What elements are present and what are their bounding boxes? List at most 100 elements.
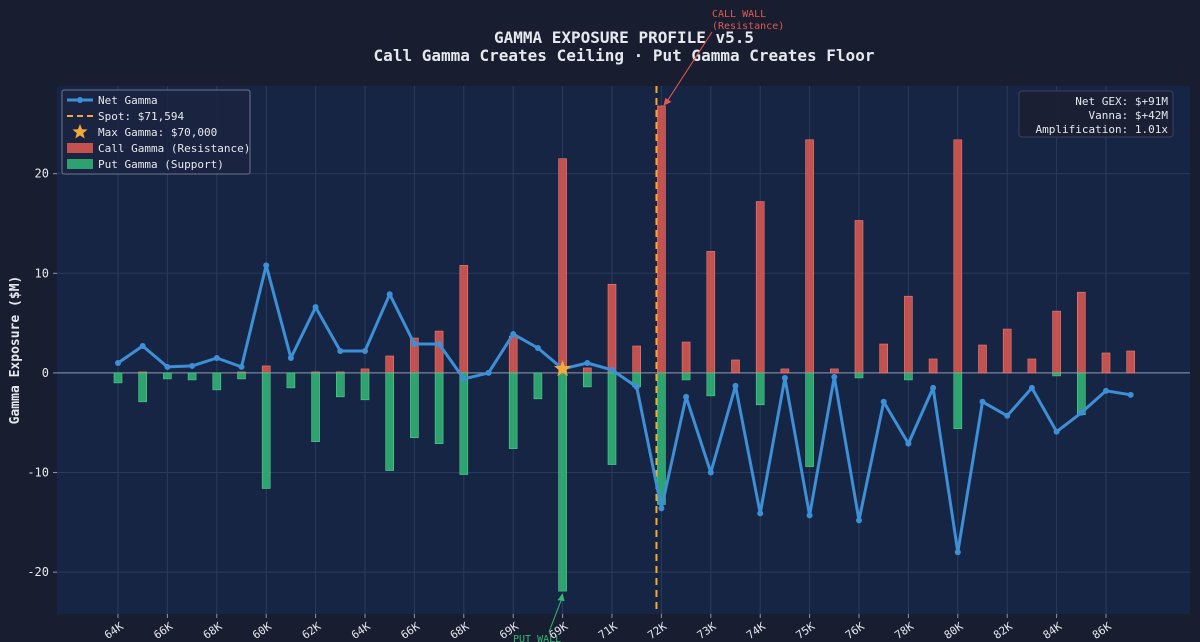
y-tick-label: 0 <box>42 366 49 380</box>
y-tick-label: -10 <box>27 466 49 480</box>
put-gamma-bar <box>212 372 222 391</box>
put-gamma-bar <box>335 372 345 398</box>
net-gamma-point <box>213 354 220 361</box>
stats-box-bg <box>1018 90 1174 138</box>
put-gamma-bar <box>434 372 444 444</box>
net-gamma-point <box>831 373 838 380</box>
put-gamma-bar <box>854 372 864 379</box>
call-gamma-bar <box>632 345 642 374</box>
legend-put-label: Put Gamma (Support) <box>98 158 224 171</box>
call-gamma-bar <box>978 344 987 374</box>
net-gamma-point <box>781 374 788 381</box>
legend-spot-label: Spot: $71,594 <box>98 110 184 123</box>
net-gamma-point <box>806 512 813 519</box>
net-gamma-point <box>411 341 418 348</box>
call-wall-annotation-sub: (Resistance) <box>712 21 784 32</box>
call-gamma-bar <box>385 355 395 374</box>
call-gamma-bar <box>829 368 839 374</box>
put-gamma-bar <box>187 372 197 381</box>
call-gamma-bar <box>1027 358 1037 374</box>
chart-subtitle: Call Gamma Creates Ceiling · Put Gamma C… <box>374 46 875 65</box>
max-gamma-star <box>554 359 572 377</box>
net-gamma-point <box>954 549 961 556</box>
call-gamma-bar <box>459 265 469 374</box>
call-wall-annotation: CALL WALL <box>712 9 766 20</box>
put-gamma-bar <box>508 372 518 449</box>
call-gamma-bar <box>508 335 518 374</box>
put-gamma-bar <box>113 372 123 384</box>
net-gamma-point <box>386 291 393 298</box>
net-gamma-point <box>880 398 887 405</box>
net-gamma-point <box>1053 428 1060 435</box>
put-gamma-bar <box>533 372 543 400</box>
call-wall-arrowhead <box>663 97 672 106</box>
call-gamma-bar <box>582 367 592 374</box>
net-gamma-point <box>460 375 467 382</box>
amplification-stat: Amplification: 1.01x <box>1036 123 1169 136</box>
put-gamma-bar <box>805 372 814 467</box>
call-wall-arrow <box>664 31 713 105</box>
call-gamma-bar <box>805 139 814 374</box>
put-gamma-bar <box>311 372 320 442</box>
put-gamma-bar <box>237 372 246 380</box>
put-gamma-bar <box>261 372 271 489</box>
call-gamma-bar <box>261 365 271 374</box>
call-gamma-bar <box>681 341 691 374</box>
net-gamma-point <box>979 398 986 405</box>
call-gamma-bar <box>434 330 444 374</box>
call-gamma-bars <box>138 105 1135 374</box>
net-gamma-point <box>1078 409 1085 416</box>
legend-net-label: Net Gamma <box>98 94 158 107</box>
net-gamma-point <box>633 383 640 390</box>
call-gamma-bar <box>1002 328 1012 374</box>
call-gamma-bar <box>657 105 666 374</box>
put-gamma-bar <box>360 372 370 401</box>
y-tick-label: 10 <box>35 266 49 280</box>
y-axis-label: Gamma Exposure ($M) <box>8 276 23 425</box>
vanna-stat: Vanna: $+42M <box>1089 109 1169 122</box>
net-gamma-point <box>757 510 764 517</box>
net-gamma-point <box>436 341 443 348</box>
y-tick-label: 20 <box>35 167 49 181</box>
put-gamma-bar <box>582 372 592 388</box>
call-gamma-bar <box>953 139 963 374</box>
call-gamma-bar <box>780 368 790 374</box>
call-gamma-bar <box>607 283 617 374</box>
net-gamma-point <box>485 369 492 376</box>
call-gamma-bar <box>1101 352 1111 374</box>
call-gamma-bar <box>879 343 889 374</box>
legend-put-swatch <box>67 159 93 169</box>
put-gamma-bar <box>953 372 963 430</box>
put-gamma-bar <box>558 372 567 592</box>
net-gamma-point <box>139 343 146 350</box>
call-gamma-bar <box>1052 310 1061 374</box>
put-gamma-bar <box>138 372 147 403</box>
net-gamma-point <box>1028 384 1035 391</box>
put-gamma-bar <box>706 372 716 397</box>
net-gamma-point <box>905 440 912 447</box>
legend-net-marker <box>77 97 83 103</box>
call-gamma-bar <box>755 201 765 374</box>
legend-star-icon <box>72 124 88 139</box>
call-gamma-bar <box>1126 350 1135 374</box>
put-gamma-bar <box>163 372 172 380</box>
net-gex-stat: Net GEX: $+91M <box>1075 95 1168 108</box>
net-gamma-point <box>1004 412 1011 419</box>
y-axis-ticks: -20 -10 0 10 20 <box>27 167 57 579</box>
call-gamma-bar <box>558 158 567 374</box>
legend: Net Gamma Spot: $71,594 Max Gamma: $70,0… <box>61 89 251 175</box>
put-gamma-bars <box>113 372 1086 592</box>
put-gamma-bar <box>657 372 666 505</box>
put-gamma-bar <box>755 372 765 406</box>
call-gamma-bar <box>928 358 938 374</box>
legend-max-label: Max Gamma: $70,000 <box>98 126 217 139</box>
legend-call-swatch <box>67 143 93 153</box>
put-wall-arrowhead <box>557 593 565 602</box>
stats-box: Net GEX: $+91M Vanna: $+42M Amplificatio… <box>1018 90 1174 138</box>
net-gamma-point <box>312 304 319 311</box>
net-gamma-point <box>609 366 615 373</box>
put-gamma-bar <box>286 372 296 389</box>
call-gamma-bar <box>360 368 370 374</box>
legend-call-label: Call Gamma (Resistance) <box>98 142 250 155</box>
